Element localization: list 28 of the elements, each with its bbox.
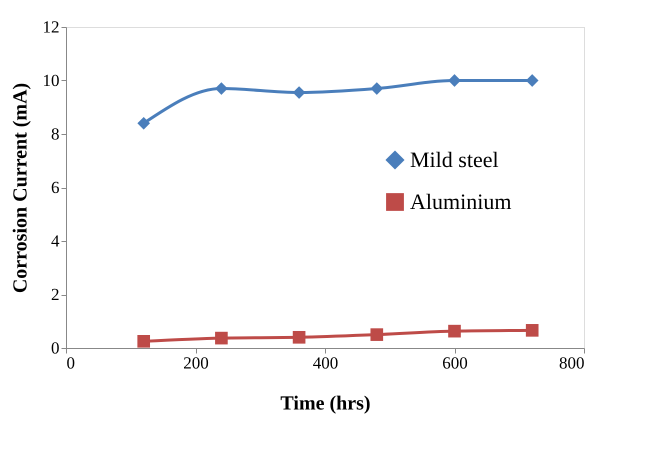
x-tick-label: 0 [66, 354, 75, 372]
x-tick-label: 400 [312, 354, 338, 372]
y-tick-label: 10 [42, 71, 60, 90]
y-axis-title: Corrosion Current (mA) [10, 82, 32, 294]
legend-label: Aluminium [410, 188, 512, 214]
point [215, 332, 228, 344]
y-tick-label: 6 [51, 178, 60, 197]
point [448, 74, 461, 87]
x-tick-label: 600 [442, 354, 468, 372]
y-tick-label: 4 [51, 232, 60, 250]
x-axis-title: Time (hrs) [280, 392, 371, 414]
point [292, 86, 306, 99]
point [215, 82, 228, 95]
point [448, 324, 461, 338]
x-tick-label: 200 [183, 354, 209, 372]
point [292, 330, 306, 344]
point [526, 74, 539, 87]
point [137, 116, 150, 130]
y-tick-label: 8 [51, 124, 60, 144]
x-tick-label: 800 [559, 354, 584, 372]
y-tick-label: 12 [42, 18, 60, 36]
point [370, 82, 384, 95]
point [137, 334, 150, 348]
y-tick-label: 0 [51, 338, 60, 358]
point [526, 324, 539, 337]
point [370, 328, 384, 341]
legend-label: Mild steel [410, 146, 499, 172]
y-tick-label: 2 [51, 285, 60, 304]
